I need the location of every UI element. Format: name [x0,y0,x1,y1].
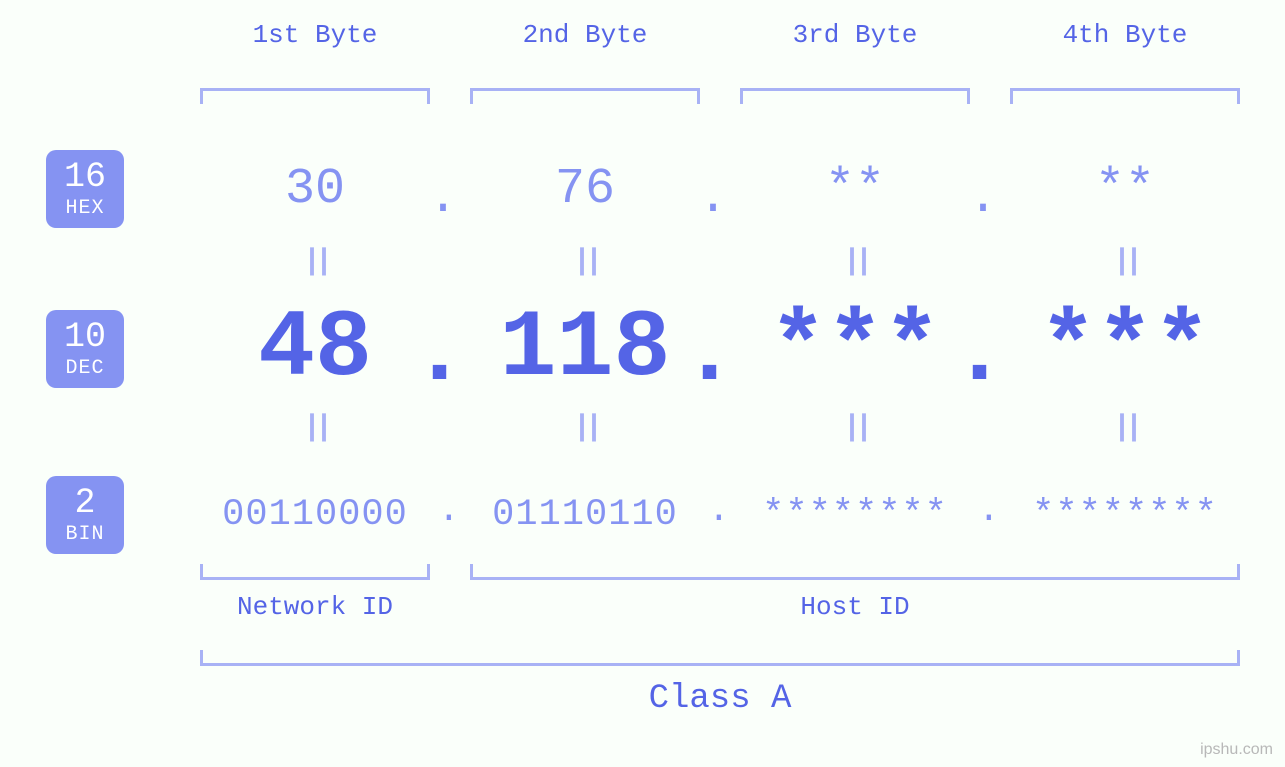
bin-value-3: ******** [762,494,948,536]
dec-value-1: 48 [258,295,372,403]
bin-value-1: 00110000 [222,494,408,536]
top-bracket-4 [1010,88,1240,104]
top-bracket-3 [740,88,970,104]
hex-value-2: 76 [555,161,615,218]
byte-header-4: 4th Byte [990,20,1260,50]
byte-header-1: 1st Byte [180,20,450,50]
eq-icon: || [843,245,867,279]
badge-bin: 2 BIN [46,476,124,554]
badge-bin-num: 2 [74,486,95,521]
badge-hex-label: HEX [65,199,104,219]
watermark: ipshu.com [1200,741,1273,759]
bracket-class [200,650,1240,666]
eq-icon: || [303,411,327,445]
badge-hex-num: 16 [64,160,106,195]
top-bracket-2 [470,88,700,104]
label-network: Network ID [200,592,430,622]
dec-value-4: *** [1039,295,1210,403]
eq-icon: || [843,411,867,445]
label-host: Host ID [470,592,1240,622]
hex-value-4: ** [1095,161,1155,218]
bracket-host [470,564,1240,580]
eq-icon: || [573,245,597,279]
badge-hex: 16 HEX [46,150,124,228]
badge-dec-label: DEC [65,359,104,379]
diagram-root: 16 HEX 10 DEC 2 BIN 1st Byte 30 || 48 ||… [0,0,1285,767]
eq-icon: || [1113,411,1137,445]
eq-icon: || [1113,245,1137,279]
dec-value-2: 118 [499,295,670,403]
bin-value-4: ******** [1032,494,1218,536]
badge-bin-label: BIN [65,525,104,545]
badge-dec-num: 10 [64,320,106,355]
top-bracket-1 [200,88,430,104]
hex-value-1: 30 [285,161,345,218]
eq-icon: || [573,411,597,445]
eq-icon: || [303,245,327,279]
byte-header-2: 2nd Byte [450,20,720,50]
label-class: Class A [200,680,1240,718]
hex-value-3: ** [825,161,885,218]
byte-header-3: 3rd Byte [720,20,990,50]
badge-dec: 10 DEC [46,310,124,388]
dec-value-3: *** [769,295,940,403]
bracket-network [200,564,430,580]
bin-value-2: 01110110 [492,494,678,536]
